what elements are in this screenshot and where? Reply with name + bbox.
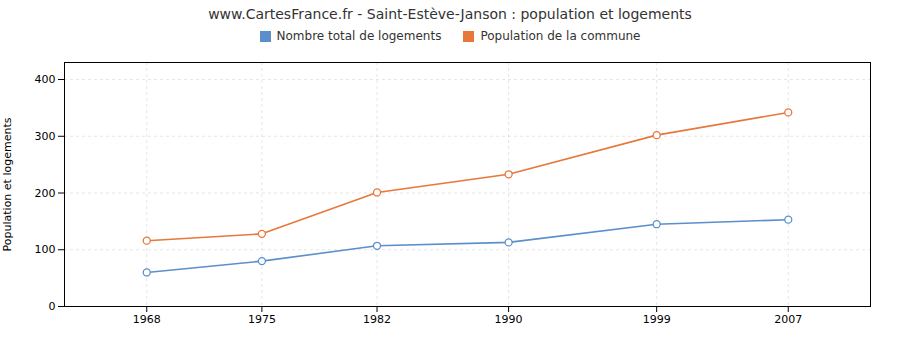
svg-text:0: 0 [49,300,56,313]
svg-text:1975: 1975 [248,313,276,326]
svg-text:400: 400 [35,73,56,86]
svg-text:2007: 2007 [774,313,802,326]
svg-text:1990: 1990 [495,313,523,326]
html-text:Population de la commune: Population de la commune [480,29,641,43]
svg-text:1968: 1968 [133,313,161,326]
svg-text:1999: 1999 [643,313,671,326]
html-text:www.CartesFrance.fr - Saint-Es: www.CartesFrance.fr - Saint-Estève-Janso… [208,6,692,22]
svg-text:1982: 1982 [363,313,391,326]
svg-text:100: 100 [35,243,56,256]
svg-text:200: 200 [35,187,56,200]
svg-text:300: 300 [35,130,56,143]
html-text:Nombre total de logements: Nombre total de logements [276,29,442,43]
svg-text:Population et logements: Population et logements [1,117,14,251]
